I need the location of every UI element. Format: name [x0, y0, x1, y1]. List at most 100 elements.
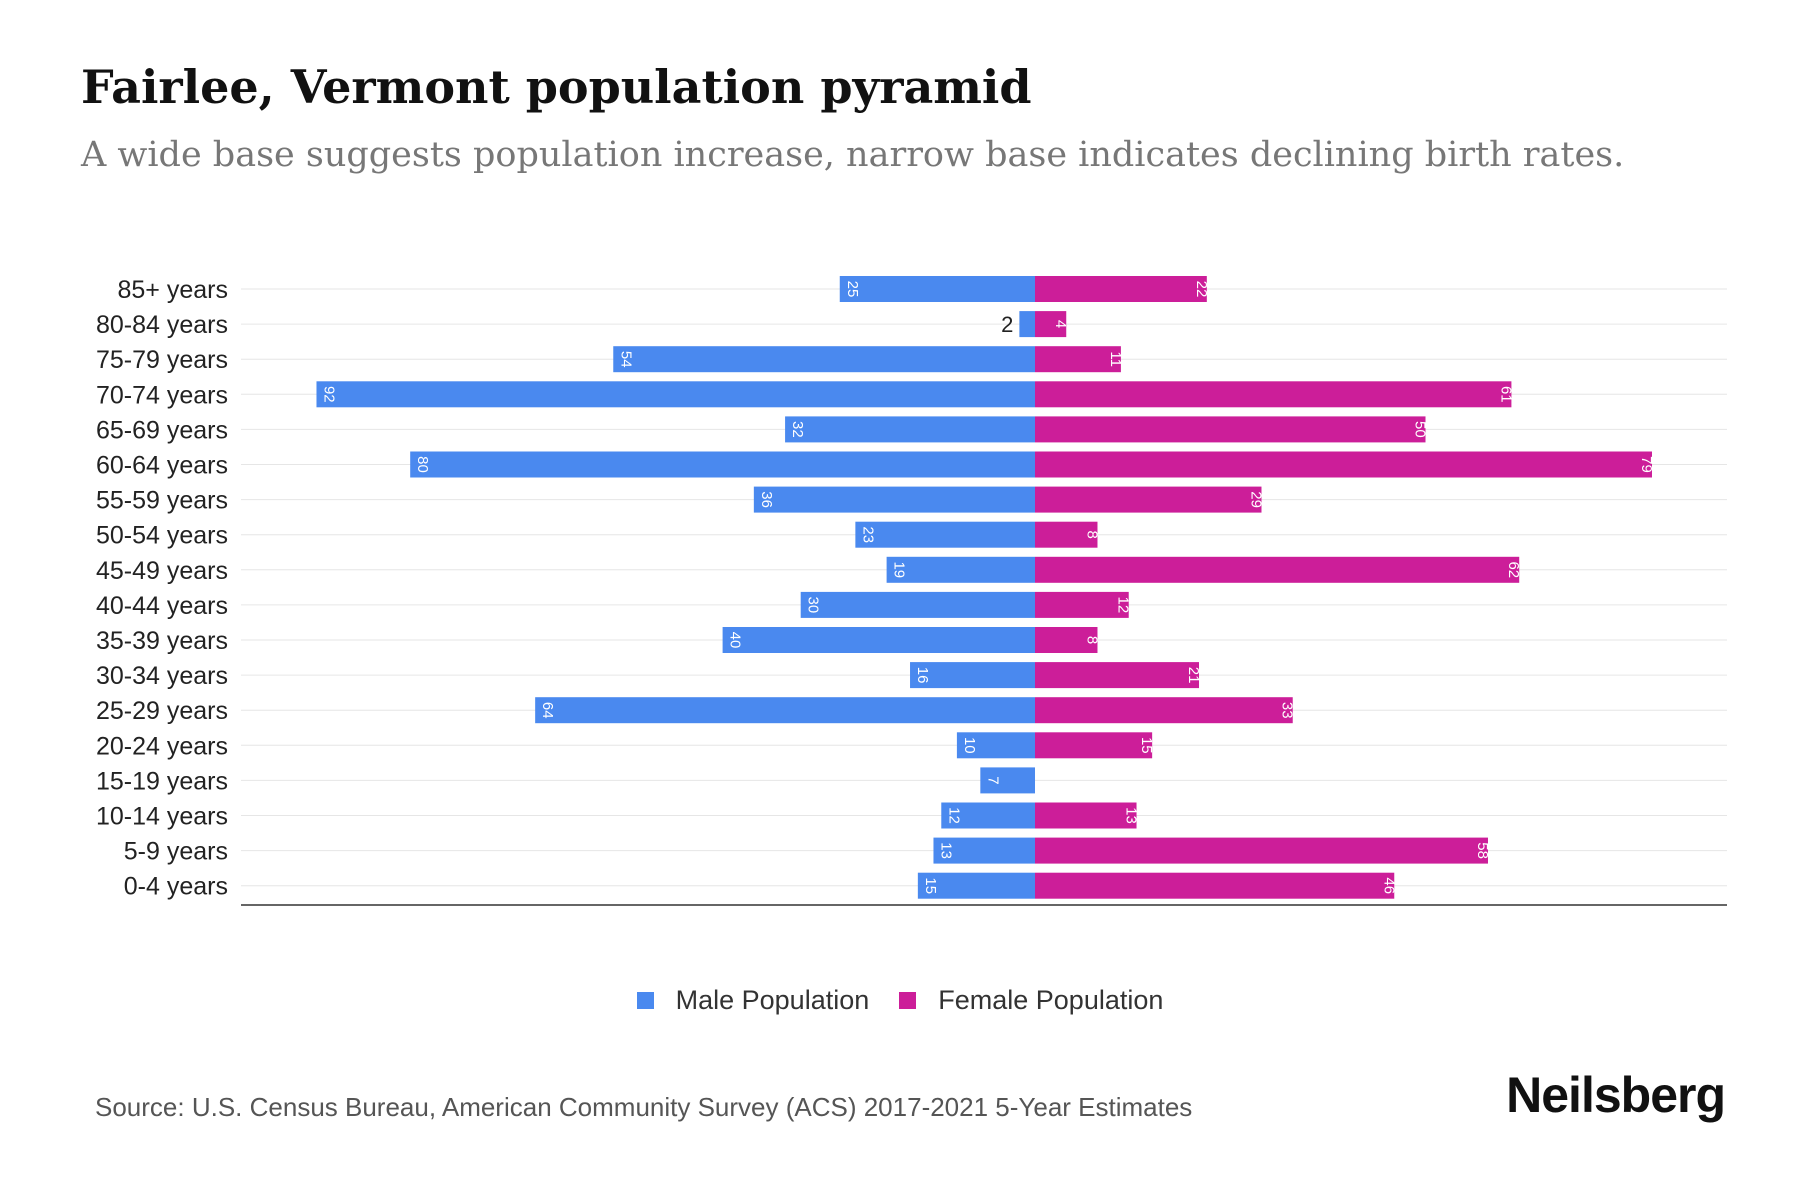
male-bar [753, 486, 1035, 513]
male-data-label: 64 [539, 702, 556, 719]
female-data-label: 62 [1505, 561, 1522, 578]
female-data-label: 21 [1185, 667, 1202, 684]
female-bar [1035, 697, 1293, 724]
female-bar [1035, 311, 1067, 338]
male-data-label: 2 [1001, 312, 1013, 337]
female-data-label: 4 [1052, 320, 1069, 328]
y-tick-label: 40-44 years [96, 592, 228, 620]
female-bar [1035, 276, 1207, 302]
y-tick-label: 0-4 years [124, 873, 228, 901]
legend-swatch-female [899, 992, 917, 1009]
y-tick-label: 25-29 years [96, 697, 228, 725]
y-tick-label: 75-79 years [96, 346, 228, 374]
male-bar [917, 872, 1035, 899]
y-tick-label: 80-84 years [96, 311, 228, 339]
male-bar [613, 346, 1035, 373]
male-bar [855, 521, 1035, 548]
female-bar [1035, 381, 1512, 408]
male-bar [910, 662, 1035, 689]
female-data-label: 58 [1474, 842, 1491, 859]
legend-swatch-male [636, 992, 654, 1009]
female-bar [1035, 837, 1488, 864]
female-bar [1035, 451, 1652, 478]
chart-subtitle: A wide base suggests population increase… [81, 135, 1625, 175]
male-data-label: 19 [891, 561, 908, 578]
male-bar [785, 416, 1035, 443]
male-bar [933, 837, 1035, 864]
y-tick-label: 85+ years [118, 276, 229, 304]
y-tick-label: 50-54 years [96, 522, 228, 550]
female-data-label: 15 [1138, 737, 1155, 754]
male-data-label: 40 [727, 632, 744, 649]
female-data-label: 8 [1083, 636, 1100, 644]
male-bar [535, 697, 1035, 724]
source-note: Source: U.S. Census Bureau, American Com… [95, 1092, 1193, 1122]
female-bar [1035, 627, 1098, 653]
female-data-label: 61 [1497, 386, 1514, 403]
male-data-label: 54 [617, 351, 634, 368]
female-data-label: 11 [1107, 351, 1124, 367]
female-bar [1035, 872, 1395, 899]
male-bar [800, 591, 1035, 618]
chart-title: Fairlee, Vermont population pyramid [81, 60, 1032, 114]
male-bar [956, 732, 1035, 759]
female-bar [1035, 662, 1200, 689]
legend-label-male: Male Population [675, 985, 870, 1015]
male-bar [722, 627, 1035, 653]
female-bar [1035, 802, 1137, 829]
female-data-label: 50 [1412, 421, 1429, 438]
female-bar [1035, 346, 1121, 373]
female-bar [1035, 416, 1426, 443]
y-tick-label: 45-49 years [96, 557, 228, 585]
female-bar [1035, 556, 1520, 583]
y-tick-label: 55-59 years [96, 487, 228, 515]
male-data-label: 30 [805, 597, 822, 614]
female-bar [1035, 591, 1129, 618]
legend-item-male[interactable]: Male Population [636, 985, 870, 1016]
male-data-label: 15 [922, 877, 939, 894]
male-data-label: 23 [859, 526, 876, 543]
y-tick-label: 60-64 years [96, 452, 228, 480]
female-data-label: 12 [1115, 597, 1132, 614]
male-bar [941, 802, 1035, 829]
male-data-label: 10 [961, 737, 978, 754]
female-data-label: 33 [1279, 702, 1296, 719]
y-tick-label: 20-24 years [96, 732, 228, 760]
female-data-label: 29 [1247, 491, 1264, 508]
chart-legend: Male Population Female Population [0, 985, 1800, 1016]
brand-logo: Neilsberg [1506, 1067, 1726, 1123]
y-tick-label: 65-69 years [96, 416, 228, 444]
male-data-label: 32 [789, 421, 806, 438]
y-tick-label: 30-34 years [96, 662, 228, 690]
male-bar [980, 767, 1035, 794]
male-data-label: 92 [320, 386, 337, 403]
y-tick-label: 5-9 years [124, 838, 228, 866]
legend-item-female[interactable]: Female Population [899, 985, 1163, 1016]
male-data-label: 25 [844, 281, 861, 298]
female-bar [1035, 486, 1262, 513]
y-tick-label: 15-19 years [96, 767, 228, 795]
female-data-label: 79 [1638, 456, 1655, 473]
male-bar [886, 556, 1035, 583]
female-data-label: 8 [1083, 531, 1100, 539]
female-data-label: 46 [1380, 877, 1397, 894]
y-tick-label: 70-74 years [96, 381, 228, 409]
male-data-label: 16 [914, 667, 931, 684]
male-data-label: 36 [758, 491, 775, 508]
male-data-label: 13 [937, 842, 954, 859]
y-tick-label: 35-39 years [96, 627, 228, 655]
female-bar [1035, 521, 1098, 548]
male-bar [1019, 311, 1035, 338]
female-data-label: 22 [1193, 281, 1210, 298]
y-tick-label: 10-14 years [96, 803, 228, 831]
female-data-label: 13 [1123, 807, 1140, 824]
female-bar [1035, 732, 1153, 759]
male-bar [410, 451, 1035, 478]
male-bar [839, 276, 1035, 302]
legend-label-female: Female Population [938, 985, 1164, 1015]
male-data-label: 12 [945, 807, 962, 824]
male-data-label: 7 [984, 776, 1001, 784]
male-data-label: 80 [414, 456, 431, 473]
male-bar [316, 381, 1036, 408]
